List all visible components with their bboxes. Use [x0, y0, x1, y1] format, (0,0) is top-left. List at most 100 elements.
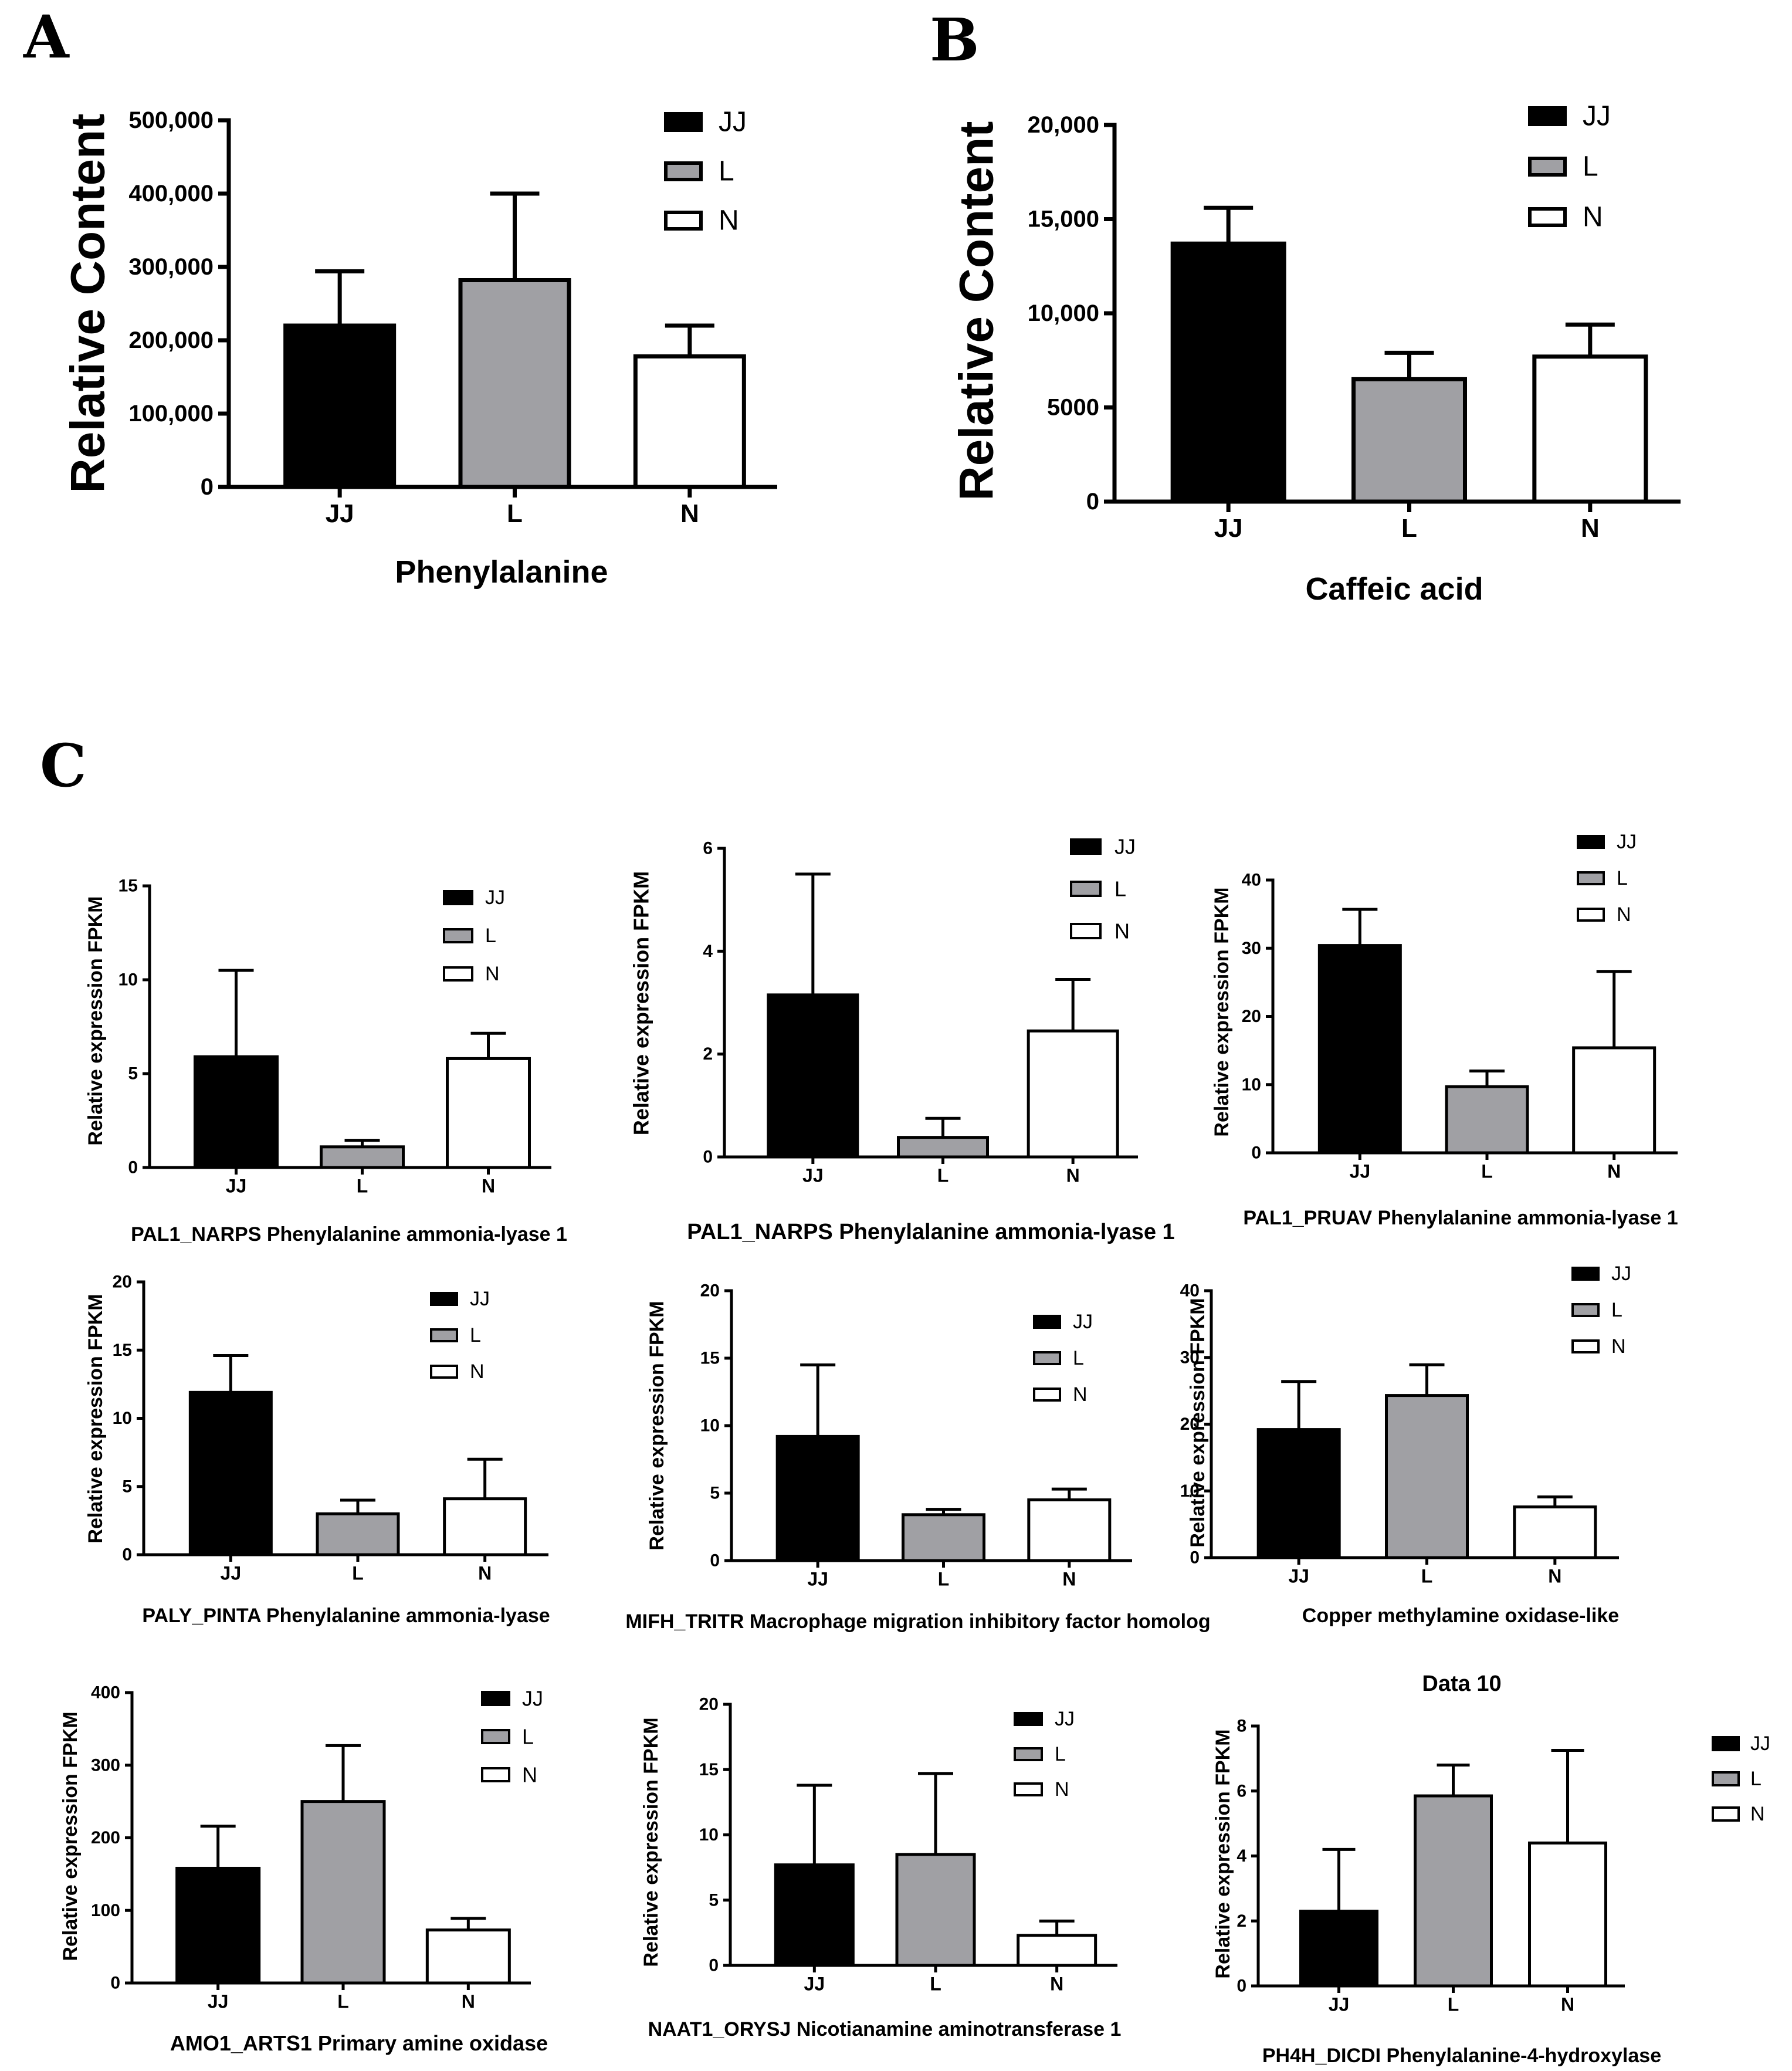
bar-jj	[1317, 944, 1402, 1155]
legend-swatch-jj	[1571, 1267, 1600, 1281]
y-tick-label: 15	[699, 1760, 719, 1779]
legend-swatch-n	[1070, 923, 1102, 939]
y-axis-title: Relative expression FPKM	[1211, 887, 1233, 1136]
y-axis-title: Relative expression FPKM	[1187, 1298, 1209, 1547]
bar-n	[443, 1497, 527, 1556]
legend-label-l: L	[1750, 1768, 1761, 1790]
legend-swatch-l	[664, 161, 703, 181]
bar-l	[897, 1136, 989, 1159]
legend: JJ LN	[1577, 831, 1637, 926]
y-tick-label: 400,000	[128, 181, 214, 207]
legend-label-jj: JJ	[1611, 1263, 1631, 1285]
y-tick-label: 0	[128, 1158, 138, 1177]
x-tick-label: N	[1561, 1994, 1574, 2015]
x-tick-label: L	[1481, 1160, 1493, 1182]
legend-swatch-n	[481, 1767, 510, 1782]
legend-label-l: L	[1055, 1743, 1066, 1765]
legend-label-n: N	[1055, 1778, 1069, 1801]
legend-label-jj: JJ	[485, 886, 505, 909]
legend-swatch-n	[1712, 1806, 1740, 1822]
x-tick-label: JJ	[221, 1562, 242, 1583]
y-axis-title: Relative Content	[62, 114, 115, 493]
legend-swatch-n	[1033, 1388, 1061, 1402]
x-axis-title: AMO1_ARTS1 Primary amine oxidase	[170, 2031, 548, 2055]
legend-swatch-jj	[1712, 1736, 1740, 1751]
bar-n	[1017, 1934, 1097, 1967]
x-tick-label: N	[1548, 1565, 1561, 1586]
bar-jj	[767, 993, 859, 1159]
y-tick-label: 15	[118, 877, 138, 896]
y-tick-label: 5	[122, 1477, 132, 1496]
legend-swatch-n	[1577, 908, 1605, 922]
x-tick-label: N	[1607, 1160, 1621, 1182]
y-tick-label: 15	[700, 1349, 720, 1368]
y-tick-label: 20	[113, 1273, 132, 1292]
bar-jj	[775, 1434, 860, 1562]
legend-label-l: L	[470, 1324, 481, 1346]
y-tick-label: 10	[113, 1409, 132, 1428]
y-axis-title: Relative expression FPKM	[640, 1717, 662, 1967]
y-tick-label: 2	[703, 1044, 713, 1064]
y-axis-title: Relative expression FPKM	[59, 1711, 82, 1961]
bar-jj	[774, 1863, 855, 1967]
y-tick-label: 0	[710, 1551, 720, 1571]
x-tick-label: L	[352, 1562, 364, 1583]
y-tick-label: 30	[1180, 1348, 1200, 1367]
y-tick-label: 0	[201, 474, 214, 500]
x-tick-label: L	[938, 1568, 950, 1589]
x-tick-label: JJ	[1214, 514, 1243, 543]
y-tick-label: 400	[91, 1683, 120, 1703]
x-tick-label: JJ	[1329, 1994, 1350, 2015]
y-tick-label: 100	[91, 1901, 120, 1920]
legend-swatch-jj	[443, 890, 473, 905]
legend-swatch-jj	[1070, 838, 1102, 855]
legend-swatch-l	[481, 1729, 510, 1744]
bar-n	[425, 1928, 511, 1985]
y-axis-title: Relative expression FPKM	[84, 896, 107, 1145]
y-tick-label: 200,000	[128, 327, 214, 353]
y-tick-label: 0	[1251, 1143, 1261, 1163]
bar-jj	[1170, 241, 1286, 504]
x-tick-label: L	[1401, 514, 1417, 543]
y-tick-label: 100,000	[128, 401, 214, 427]
bar-n	[1513, 1505, 1597, 1559]
legend-label-jj: JJ	[1073, 1311, 1093, 1333]
y-tick-label: 20	[1242, 1007, 1261, 1026]
legend-swatch-jj	[1528, 106, 1567, 126]
x-axis-title: Copper methylamine oxidase-like	[1302, 1605, 1619, 1627]
x-tick-label: L	[357, 1175, 368, 1196]
x-tick-label: N	[1050, 1973, 1063, 1994]
y-tick-label: 0	[1086, 489, 1099, 515]
y-tick-label: 300,000	[128, 254, 214, 280]
x-axis-title: Phenylalanine	[395, 554, 608, 590]
y-tick-label: 10,000	[1028, 300, 1099, 326]
legend-swatch-l	[1033, 1351, 1061, 1365]
y-tick-label: 4	[703, 942, 713, 961]
legend: JJ LN	[1571, 1263, 1631, 1358]
y-tick-label: 8	[1237, 1717, 1246, 1736]
legend: JJ LN	[1528, 101, 1611, 233]
bar-jj	[175, 1866, 261, 1985]
x-tick-label: JJ	[802, 1165, 824, 1186]
legend-label-n: N	[485, 963, 500, 985]
x-tick-label: L	[1421, 1565, 1433, 1586]
legend: JJ LN	[664, 107, 747, 236]
y-tick-label: 5	[128, 1064, 138, 1084]
bar-n	[633, 354, 746, 489]
x-tick-label: L	[1448, 1994, 1459, 2015]
y-tick-label: 40	[1242, 871, 1261, 890]
x-tick-label: N	[1062, 1568, 1076, 1589]
y-tick-label: 0	[122, 1545, 132, 1565]
y-tick-label: 2	[1237, 1911, 1246, 1931]
x-tick-label: L	[507, 499, 523, 528]
bar-l	[895, 1853, 976, 1967]
x-tick-label: N	[462, 1991, 475, 2012]
